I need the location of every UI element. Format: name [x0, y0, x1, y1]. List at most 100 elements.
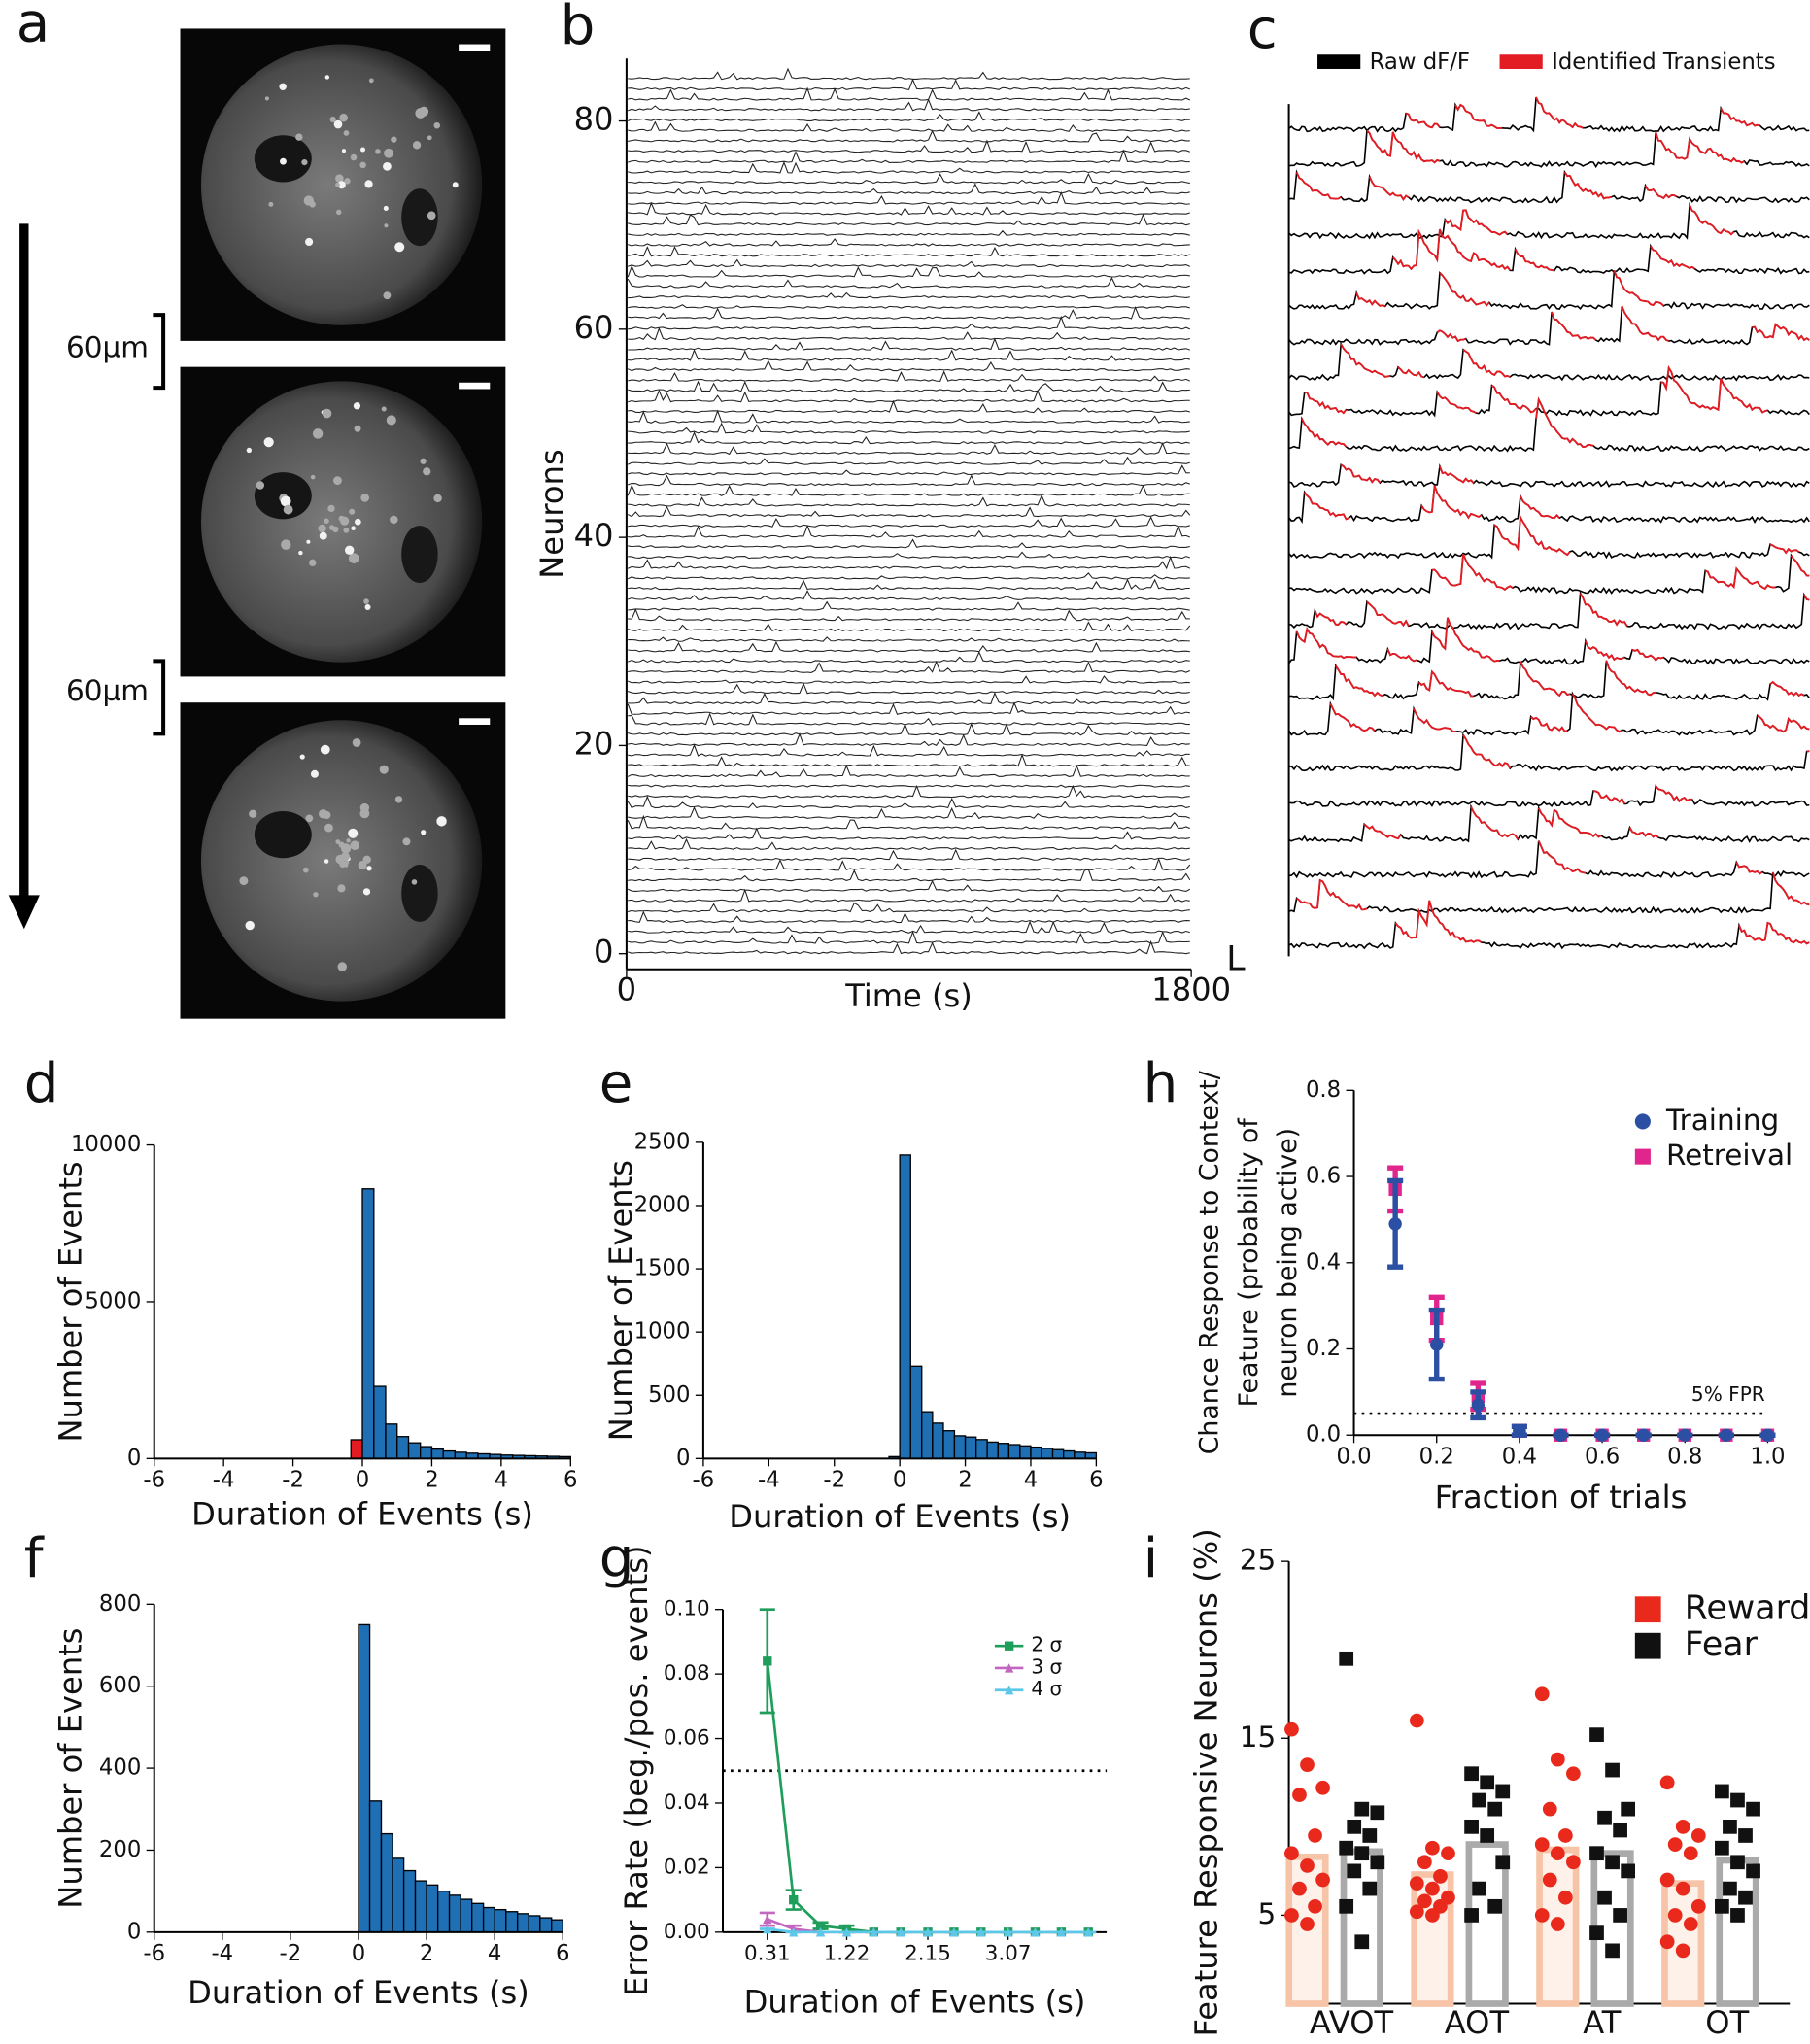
transient-trace [1736, 863, 1762, 874]
transient-trace [1305, 392, 1347, 413]
data-point [1558, 1891, 1573, 1905]
x-tick-label: -2 [282, 1468, 304, 1493]
legend-swatch [1500, 54, 1543, 69]
image-cell [311, 475, 316, 480]
data-point [1761, 1429, 1774, 1442]
trace [628, 602, 1190, 610]
data-point [1589, 1925, 1604, 1940]
x-tick-label: 1800 [1151, 971, 1231, 1008]
transient-trace [1536, 97, 1583, 128]
data-point [1472, 1793, 1486, 1808]
data-point [1605, 1855, 1620, 1869]
trace [628, 185, 1190, 194]
image-cell [309, 201, 315, 207]
x-tick-label: 0 [352, 1941, 365, 1966]
trace [628, 100, 1190, 111]
image-cell [355, 519, 361, 526]
data-point [1464, 1766, 1479, 1781]
data-point [1300, 1917, 1315, 1931]
y-axis-label: Error Rate (beg./pos. events) [618, 1546, 655, 1996]
data-point [1676, 1820, 1690, 1834]
image-cell [394, 242, 404, 252]
trace [628, 247, 1190, 256]
x-tick-label: AT [1583, 2004, 1621, 2040]
panel-label: i [1144, 1527, 1159, 1590]
histogram-bar [1008, 1445, 1019, 1458]
panel-label: b [561, 0, 596, 57]
data-point [1715, 1841, 1729, 1856]
image-cell [383, 162, 392, 171]
y-tick-label: 0.00 [664, 1920, 710, 1944]
transient-trace [1297, 630, 1357, 659]
reference-label: 5% FPR [1691, 1382, 1765, 1406]
x-tick-label: 4 [488, 1941, 501, 1966]
data-point [1315, 1781, 1330, 1795]
image-cell [246, 921, 255, 930]
histogram-bar [495, 1910, 506, 1932]
transient-trace [1573, 694, 1622, 732]
transient-trace [1758, 715, 1810, 732]
image-cell [351, 154, 358, 161]
scale-label: L [1226, 939, 1246, 978]
data-point [1691, 1828, 1706, 1843]
trace [628, 785, 1190, 787]
data-point [1679, 1429, 1691, 1442]
image-vessel [401, 865, 438, 922]
histogram-bar [438, 1891, 450, 1932]
data-point [1543, 1873, 1557, 1888]
trace [628, 432, 1190, 443]
x-tick-label: -2 [823, 1468, 845, 1493]
transient-trace [1455, 105, 1502, 128]
trace [628, 816, 1190, 829]
y-tick-label: 2000 [634, 1192, 691, 1217]
raw-trace [1289, 594, 1810, 630]
data-point [1554, 1429, 1567, 1442]
image-cell [344, 864, 348, 868]
x-tick-label: -6 [143, 1468, 165, 1493]
data-point [763, 1656, 771, 1665]
data-point [1746, 1802, 1760, 1817]
transient-trace [1690, 205, 1734, 234]
image-cell [298, 551, 302, 555]
x-tick-label: 3.07 [985, 1942, 1032, 1966]
image-cell [341, 843, 351, 853]
trace [628, 591, 1190, 599]
transient-trace [1593, 791, 1624, 804]
image-cell [301, 159, 307, 165]
data-point [1738, 1828, 1753, 1843]
x-axis-label: Duration of Events (s) [744, 1983, 1086, 2020]
x-tick-label: 0.8 [1667, 1445, 1702, 1470]
x-tick-label: 6 [563, 1468, 577, 1493]
legend-marker [1005, 1642, 1013, 1651]
histogram-bar [404, 1871, 416, 1932]
histogram-bar [409, 1443, 421, 1458]
y-tick-label: 0 [594, 934, 613, 971]
x-tick-label: OT [1705, 2004, 1749, 2040]
x-axis-label: Duration of Events (s) [729, 1498, 1071, 1535]
transient-trace [1395, 901, 1481, 942]
data-point [1300, 1757, 1315, 1772]
trace [628, 192, 1190, 204]
image-cell [360, 148, 365, 153]
image-cell [359, 162, 366, 169]
x-tick-label: 0.2 [1419, 1445, 1454, 1470]
image-cell [279, 84, 286, 90]
histogram-bar [943, 1431, 954, 1459]
image-cell [300, 754, 305, 759]
trace [628, 486, 1190, 495]
legend-label: 3 σ [1031, 1654, 1062, 1678]
trace [628, 518, 1190, 528]
histogram-bar [370, 1801, 382, 1932]
data-point [1535, 1837, 1550, 1852]
data-point [1558, 1828, 1573, 1843]
transient-trace [1516, 249, 1554, 270]
data-point [1354, 1846, 1369, 1860]
data-point [1551, 1917, 1565, 1931]
y-axis-label: Number of Events [51, 1161, 88, 1442]
raw-trace [1289, 517, 1810, 558]
depth-bracket [153, 315, 163, 733]
image-cell [335, 839, 340, 844]
image-cell [318, 525, 325, 532]
transient-trace [1437, 392, 1476, 414]
histogram-bar [910, 1366, 921, 1458]
